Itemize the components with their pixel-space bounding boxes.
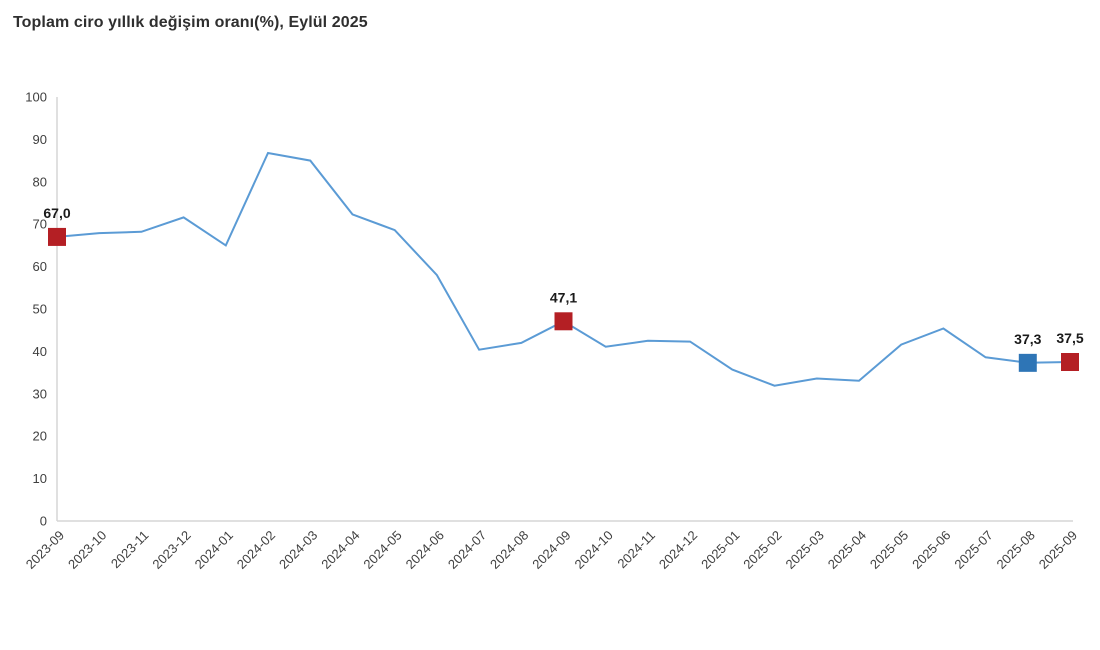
y-tick-label: 70	[33, 217, 47, 232]
x-tick-label: 2024-06	[403, 528, 447, 572]
x-tick-label: 2023-10	[65, 528, 109, 572]
data-point-marker	[48, 227, 66, 246]
x-tick-label: 2025-05	[867, 528, 911, 572]
x-tick-label: 2024-03	[276, 528, 320, 572]
data-point-marker	[1061, 353, 1079, 371]
x-tick-label: 2024-07	[445, 528, 489, 572]
y-tick-label: 10	[33, 471, 47, 486]
x-tick-label: 2024-02	[234, 528, 278, 572]
y-tick-label: 100	[25, 90, 47, 105]
x-tick-label: 2023-11	[108, 528, 152, 572]
data-point-label: 37,5	[1056, 330, 1083, 346]
x-tick-label: 2025-03	[783, 528, 827, 572]
x-tick-label: 2025-06	[909, 528, 953, 572]
chart-title: Toplam ciro yıllık değişim oranı(%), Eyl…	[13, 14, 368, 31]
x-tick-label: 2024-11	[614, 528, 658, 572]
x-tick-label: 2024-05	[360, 528, 404, 572]
y-tick-label: 50	[33, 302, 47, 317]
x-tick-label: 2024-08	[487, 528, 531, 572]
y-tick-label: 80	[33, 174, 47, 189]
data-point-marker	[554, 312, 573, 331]
y-tick-label: 30	[33, 386, 47, 401]
x-tick-label: 2024-01	[192, 528, 236, 572]
data-point-label: 37,3	[1014, 331, 1041, 347]
series-line	[56, 151, 1071, 387]
data-point-label: 67,0	[43, 205, 70, 221]
y-tick-label: 90	[33, 132, 47, 147]
data-point-label: 47,1	[550, 289, 577, 305]
x-tick-label: 2023-09	[23, 528, 67, 572]
y-tick-label: 0	[40, 514, 47, 529]
x-tick-label: 2025-08	[994, 528, 1038, 572]
x-tick-label: 2025-02	[740, 528, 784, 572]
y-tick-label: 40	[33, 344, 47, 359]
x-tick-label: 2024-12	[656, 528, 700, 572]
y-tick-label: 20	[33, 429, 47, 444]
data-point-marker	[1018, 353, 1037, 372]
x-tick-label: 2025-07	[951, 528, 995, 572]
y-tick-label: 60	[33, 259, 47, 274]
x-tick-label: 2025-09	[1036, 528, 1080, 572]
x-tick-label: 2025-01	[698, 528, 742, 572]
x-tick-label: 2024-09	[529, 528, 573, 572]
x-tick-label: 2024-10	[571, 528, 615, 572]
x-tick-label: 2024-04	[318, 528, 362, 572]
x-tick-label: 2023-12	[149, 528, 193, 572]
x-tick-label: 2025-04	[825, 528, 869, 572]
